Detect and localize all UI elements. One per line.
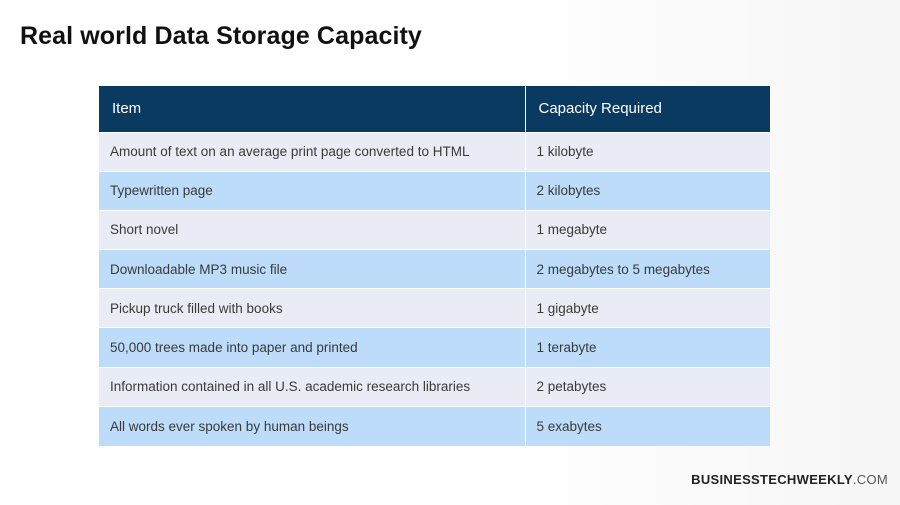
storage-capacity-table: Item Capacity Required Amount of text on… — [99, 86, 770, 446]
capacity-cell: 5 exabytes — [525, 405, 770, 446]
item-cell: Pickup truck filled with books — [99, 288, 526, 328]
table-row: Typewritten page 2 kilobytes — [99, 170, 770, 211]
table-row: Information contained in all U.S. academ… — [99, 366, 770, 407]
capacity-cell: 2 petabytes — [525, 366, 770, 407]
capacity-cell: 1 megabyte — [525, 209, 770, 250]
table-row: 50,000 trees made into paper and printed… — [99, 327, 770, 368]
item-cell: 50,000 trees made into paper and printed — [99, 327, 526, 368]
capacity-cell: 2 megabytes to 5 megabytes — [525, 249, 770, 289]
table-row: Short novel 1 megabyte — [99, 209, 770, 250]
brand-name: BUSINESSTECHWEEKLY — [691, 472, 853, 487]
brand-watermark: BUSINESSTECHWEEKLY.COM — [691, 472, 888, 487]
column-header-item: Item — [99, 86, 526, 132]
item-cell: Downloadable MP3 music file — [99, 249, 526, 289]
capacity-cell: 1 kilobyte — [525, 131, 770, 172]
item-cell: Amount of text on an average print page … — [99, 131, 526, 172]
brand-domain: .COM — [852, 472, 888, 487]
table-row: Pickup truck filled with books 1 gigabyt… — [99, 288, 770, 328]
item-cell: Information contained in all U.S. academ… — [99, 366, 526, 407]
capacity-cell: 1 gigabyte — [525, 288, 770, 328]
item-cell: Typewritten page — [99, 170, 526, 211]
column-header-capacity: Capacity Required — [525, 86, 770, 132]
item-cell: Short novel — [99, 209, 526, 250]
slide-title: Real world Data Storage Capacity — [20, 22, 422, 50]
capacity-cell: 1 terabyte — [525, 327, 770, 368]
capacity-cell: 2 kilobytes — [525, 170, 770, 211]
table-row: Amount of text on an average print page … — [99, 131, 770, 172]
table-row: All words ever spoken by human beings 5 … — [99, 405, 770, 446]
item-cell: All words ever spoken by human beings — [99, 405, 526, 446]
table-row: Downloadable MP3 music file 2 megabytes … — [99, 249, 770, 289]
table-header-row: Item Capacity Required — [99, 86, 770, 132]
